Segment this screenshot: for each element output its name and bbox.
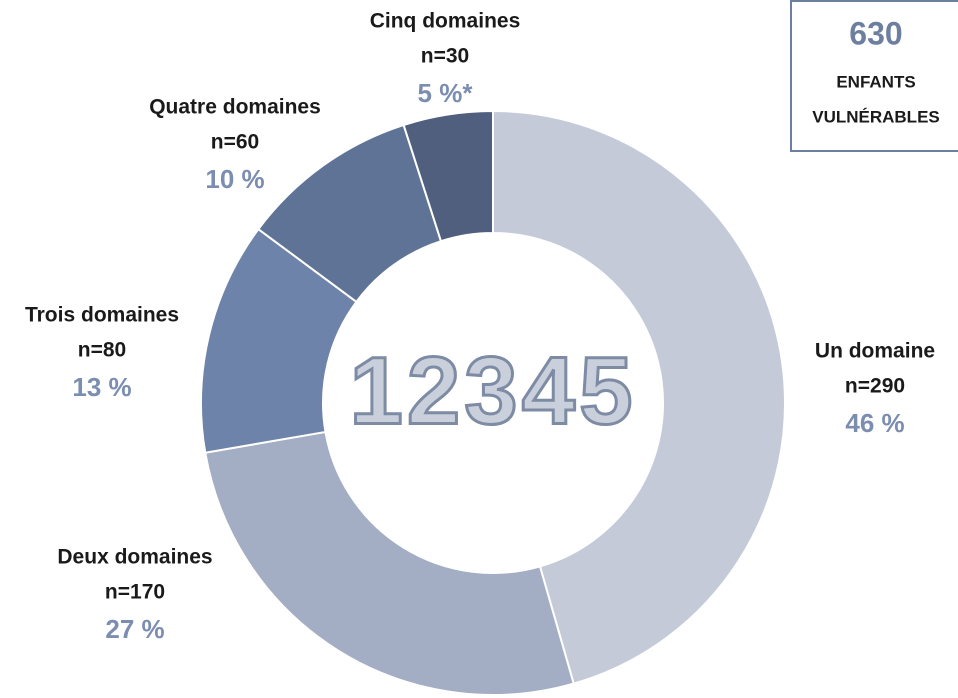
category-label: Quatre domaines	[149, 96, 321, 119]
value-label: 46 %	[845, 408, 904, 438]
donut-segment	[402, 109, 494, 243]
total-box	[790, 0, 958, 152]
count-label: n=80	[78, 339, 126, 362]
category-label: Cinq domaines	[370, 10, 521, 33]
donut-segment	[492, 109, 786, 685]
count-label: n=170	[105, 581, 165, 604]
value-label: 13 %	[72, 372, 131, 402]
category-label: Trois domaines	[25, 304, 179, 327]
count-label: n=60	[211, 131, 259, 154]
value-label: 10 %	[205, 164, 264, 194]
donut-segment	[204, 430, 575, 696]
category-label: Un domaine	[815, 340, 935, 363]
total-label: ENFANTS	[836, 72, 915, 91]
count-label: n=30	[421, 45, 469, 68]
category-label: Deux domaines	[57, 546, 212, 569]
value-label: 27 %	[105, 614, 164, 644]
total-label: VULNÉRABLES	[812, 107, 940, 126]
center-digits: 12345	[350, 337, 637, 444]
value-label: 5 %*	[418, 78, 474, 108]
total-value: 630	[849, 15, 902, 51]
count-label: n=290	[845, 375, 905, 398]
